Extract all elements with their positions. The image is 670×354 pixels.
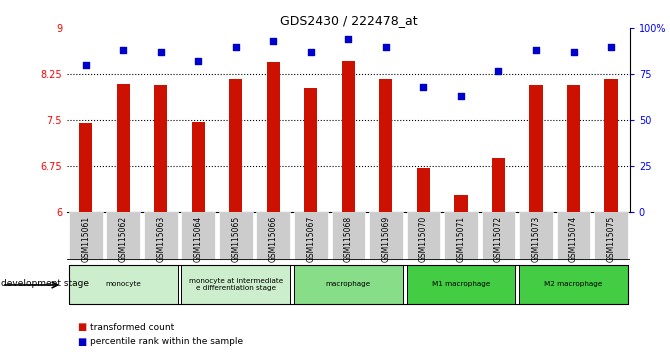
Bar	[594, 212, 628, 260]
Bar	[407, 264, 515, 304]
Text: macrophage: macrophage	[326, 281, 371, 287]
Bar	[379, 79, 393, 212]
Bar	[267, 62, 280, 212]
Bar	[192, 122, 205, 212]
Bar	[294, 212, 328, 260]
Bar	[304, 88, 318, 212]
Bar	[117, 84, 130, 212]
Bar	[182, 212, 215, 260]
Text: monocyte: monocyte	[105, 281, 141, 287]
Text: GSM115070: GSM115070	[419, 216, 428, 262]
Bar	[229, 79, 243, 212]
Text: ■: ■	[77, 337, 86, 347]
Bar	[529, 85, 543, 212]
Text: GSM115061: GSM115061	[81, 216, 90, 262]
Point	[306, 50, 316, 55]
Text: GSM115063: GSM115063	[156, 216, 165, 262]
Text: M2 macrophage: M2 macrophage	[544, 281, 603, 287]
Bar	[417, 168, 430, 212]
Bar	[519, 264, 628, 304]
Point	[418, 84, 429, 90]
Point	[381, 44, 391, 50]
Bar	[144, 212, 178, 260]
Point	[230, 44, 241, 50]
Text: ■: ■	[77, 322, 86, 332]
Bar	[69, 264, 178, 304]
Text: percentile rank within the sample: percentile rank within the sample	[90, 337, 244, 346]
Text: GSM115068: GSM115068	[344, 216, 353, 262]
Point	[456, 93, 466, 99]
Point	[80, 62, 91, 68]
Bar	[482, 212, 515, 260]
Bar	[219, 212, 253, 260]
Point	[568, 50, 579, 55]
Bar	[342, 61, 355, 212]
Bar	[294, 264, 403, 304]
Point	[606, 44, 616, 50]
Text: GSM115069: GSM115069	[381, 216, 391, 262]
Text: GSM115066: GSM115066	[269, 216, 278, 262]
Bar	[369, 212, 403, 260]
Bar	[604, 79, 618, 212]
Bar	[557, 212, 590, 260]
Bar	[107, 212, 140, 260]
Text: GSM115064: GSM115064	[194, 216, 203, 262]
Point	[343, 36, 354, 42]
Bar	[257, 212, 290, 260]
Text: GSM115074: GSM115074	[569, 216, 578, 262]
Text: GSM115073: GSM115073	[531, 216, 541, 262]
Text: GSM115071: GSM115071	[456, 216, 466, 262]
Point	[155, 50, 166, 55]
Bar	[407, 212, 440, 260]
Bar	[154, 85, 168, 212]
Text: development stage: development stage	[1, 279, 89, 289]
Bar	[332, 212, 365, 260]
Bar	[454, 195, 468, 212]
Bar	[567, 85, 580, 212]
Text: GSM115075: GSM115075	[606, 216, 616, 262]
Text: monocyte at intermediate
e differentiation stage: monocyte at intermediate e differentiati…	[189, 278, 283, 291]
Text: GSM115065: GSM115065	[231, 216, 241, 262]
Title: GDS2430 / 222478_at: GDS2430 / 222478_at	[279, 14, 417, 27]
Point	[193, 59, 204, 64]
Bar	[444, 212, 478, 260]
Bar	[492, 158, 505, 212]
Text: M1 macrophage: M1 macrophage	[431, 281, 490, 287]
Text: GSM115062: GSM115062	[119, 216, 128, 262]
Point	[268, 38, 279, 44]
Point	[493, 68, 504, 74]
Text: GSM115072: GSM115072	[494, 216, 503, 262]
Bar	[519, 212, 553, 260]
Point	[531, 47, 541, 53]
Point	[118, 47, 129, 53]
Text: GSM115067: GSM115067	[306, 216, 316, 262]
Bar	[182, 264, 290, 304]
Text: transformed count: transformed count	[90, 323, 175, 332]
Bar	[69, 212, 103, 260]
Bar	[79, 124, 92, 212]
